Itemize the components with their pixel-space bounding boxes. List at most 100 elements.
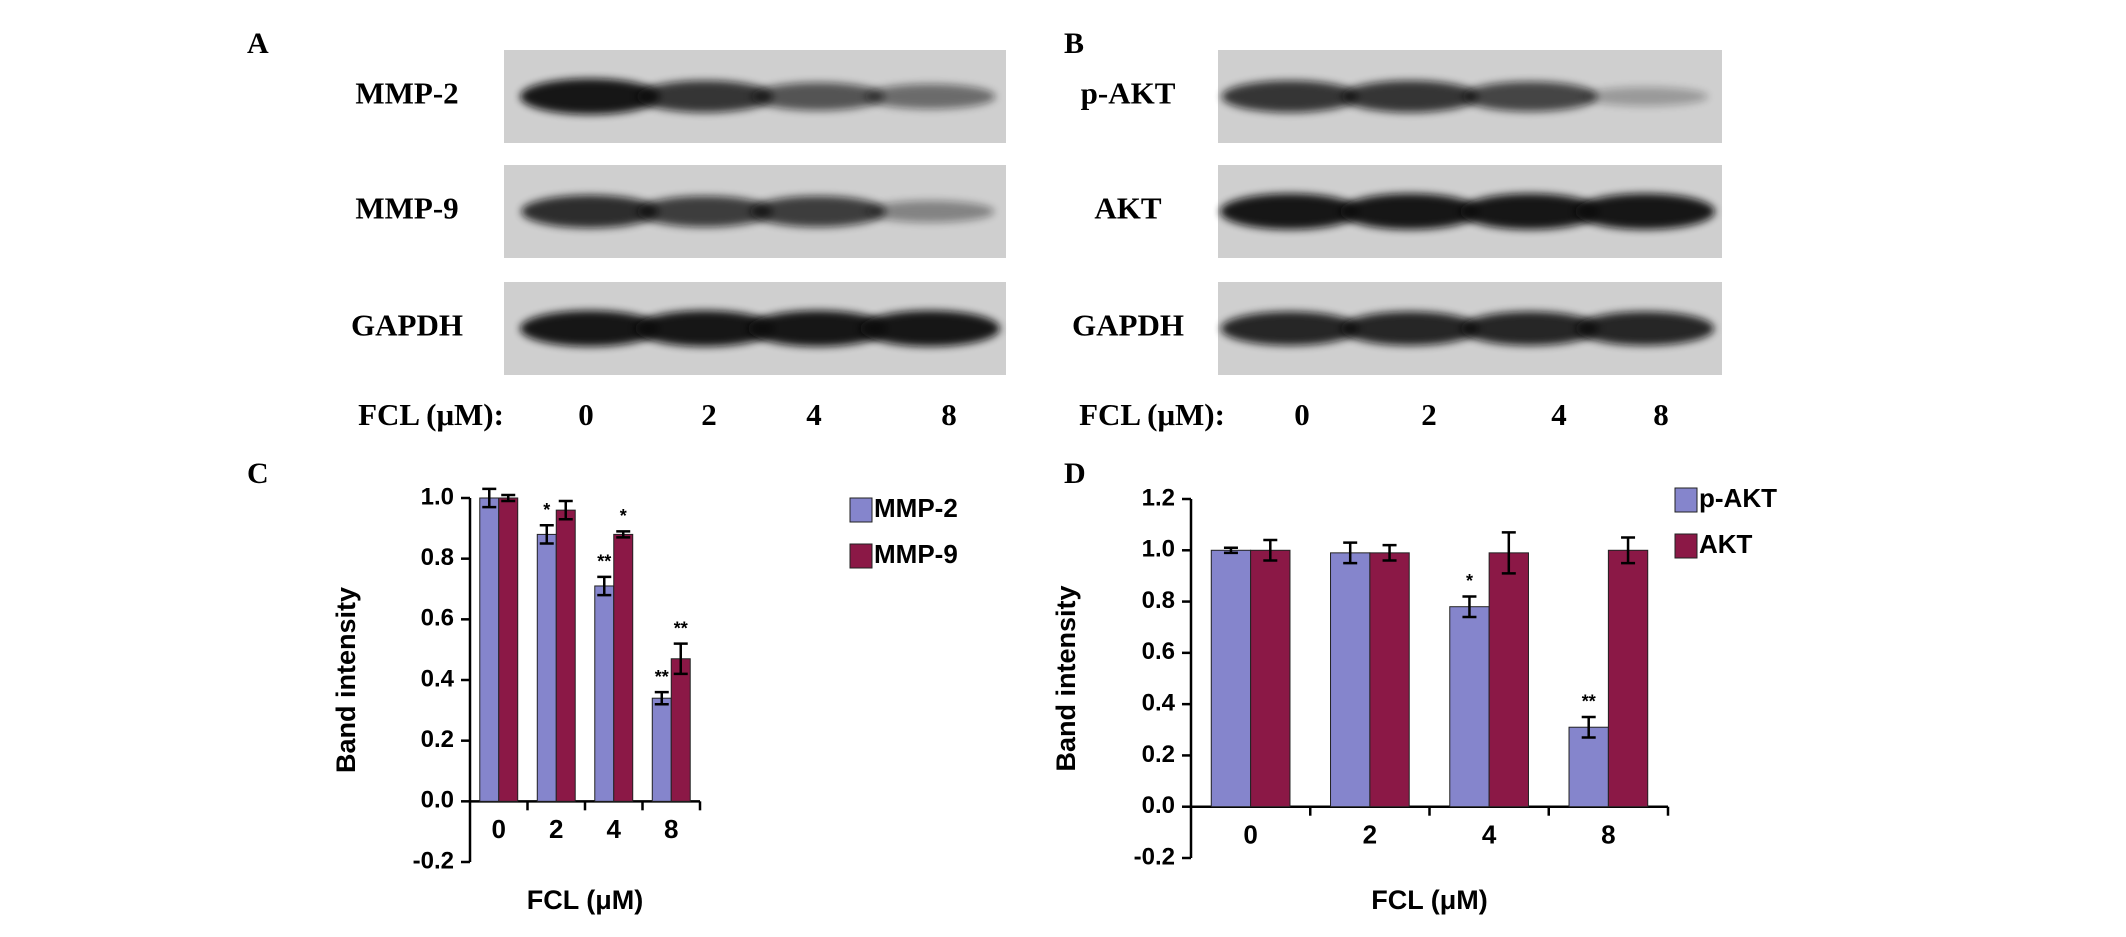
y-tick-label: 0.2 <box>421 726 454 753</box>
blot-band <box>520 310 660 347</box>
y-tick-label: 0.4 <box>421 665 455 692</box>
error-bar <box>1462 595 1477 619</box>
bar <box>498 497 519 802</box>
blot-band <box>1220 311 1360 346</box>
blot-band <box>1575 193 1715 230</box>
x-tick-label: 8 <box>664 814 678 844</box>
blot-x-label: FCL (μM): <box>358 397 504 432</box>
panel-letter: C <box>247 457 269 490</box>
x-tick-label: 8 <box>1601 820 1615 850</box>
legend-swatch <box>849 497 873 523</box>
blot-band <box>635 310 775 347</box>
significance-mark: * <box>620 506 627 526</box>
x-tick-label: 4 <box>607 814 622 844</box>
y-tick-label: -0.2 <box>413 847 454 874</box>
blot-band <box>1341 80 1479 113</box>
bar <box>1250 549 1291 808</box>
legend-label: p-AKT <box>1699 483 1777 513</box>
error-bar <box>558 499 573 521</box>
blot-band <box>1460 193 1600 230</box>
blot-band <box>521 195 659 228</box>
blot-band <box>1581 87 1709 106</box>
blot-band <box>1460 311 1600 346</box>
error-bar <box>1382 543 1397 562</box>
y-tick-label: 1.0 <box>421 483 454 510</box>
blot-lane-label: 0 <box>578 397 594 432</box>
y-tick-label: 0.6 <box>421 605 454 632</box>
blot-band <box>751 82 885 111</box>
y-tick-label: 0.8 <box>1142 587 1175 614</box>
blot-band <box>1575 311 1715 346</box>
blot-band <box>1462 81 1598 112</box>
error-bar <box>597 575 612 597</box>
y-tick-label: 0.2 <box>1142 741 1175 768</box>
y-axis-title: Band intensity <box>331 587 361 773</box>
legend-label: AKT <box>1699 529 1753 559</box>
bar <box>536 533 557 802</box>
blot-row-label: GAPDH <box>351 308 463 343</box>
bar <box>1330 552 1371 808</box>
significance-mark: ** <box>597 552 611 572</box>
panel-letter: A <box>247 27 269 60</box>
legend-swatch <box>1674 487 1698 513</box>
error-bar <box>1581 715 1596 739</box>
blot-row-label: MMP-2 <box>355 76 458 111</box>
bar <box>1210 549 1252 808</box>
legend-label: MMP-2 <box>874 493 958 523</box>
panel-letter: B <box>1064 27 1084 60</box>
x-tick-label: 2 <box>1363 820 1377 850</box>
significance-mark: * <box>1466 571 1473 591</box>
x-tick-label: 0 <box>1243 820 1257 850</box>
y-tick-label: 0.4 <box>1142 689 1176 716</box>
blot-band <box>636 80 774 113</box>
bar <box>1449 606 1490 808</box>
blot-band <box>864 84 996 109</box>
blot-band <box>1340 193 1480 230</box>
panel-letter: D <box>1064 457 1086 490</box>
bar <box>651 697 672 802</box>
y-tick-label: 1.2 <box>1142 484 1175 511</box>
x-axis-title: FCL (μM) <box>1371 885 1488 915</box>
error-bar <box>673 642 688 676</box>
blot-band <box>750 196 886 227</box>
blot-lane-label: 8 <box>941 397 957 432</box>
blot-band <box>748 310 888 347</box>
error-bar <box>1263 538 1278 562</box>
error-bar <box>501 493 516 503</box>
blot-lane-label: 4 <box>806 397 822 432</box>
bar <box>1488 552 1529 808</box>
bar <box>479 497 500 802</box>
x-tick-label: 4 <box>1482 820 1497 850</box>
significance-mark: * <box>543 500 550 520</box>
blot-x-label: FCL (μM): <box>1079 397 1225 432</box>
x-tick-label: 0 <box>492 814 506 844</box>
blot-row-label: MMP-9 <box>355 191 458 226</box>
error-bar <box>1343 541 1358 565</box>
error-bar <box>654 690 669 706</box>
y-tick-label: -0.2 <box>1134 843 1175 870</box>
blot-lane-label: 4 <box>1551 397 1567 432</box>
significance-mark: ** <box>655 667 669 687</box>
bar <box>1369 552 1410 808</box>
legend-swatch <box>849 543 873 569</box>
significance-mark: ** <box>674 618 688 638</box>
significance-mark: ** <box>1582 692 1596 712</box>
blot-band <box>520 78 660 115</box>
blot-row-label: p-AKT <box>1081 76 1176 111</box>
bar <box>1568 726 1609 808</box>
blot-lane-label: 2 <box>1421 397 1437 432</box>
error-bar <box>1621 536 1636 565</box>
x-axis-title: FCL (μM) <box>527 885 644 915</box>
y-tick-label: 0.6 <box>1142 638 1175 665</box>
y-axis-title: Band intensity <box>1051 585 1081 771</box>
legend-swatch <box>1674 533 1698 559</box>
y-tick-label: 1.0 <box>1142 536 1175 563</box>
bar <box>670 658 691 802</box>
blot-row-label: GAPDH <box>1072 308 1184 343</box>
blot-band <box>1221 80 1359 113</box>
y-tick-label: 0.0 <box>421 787 454 814</box>
y-tick-label: 0.0 <box>1142 792 1175 819</box>
legend-label: MMP-9 <box>874 539 958 569</box>
